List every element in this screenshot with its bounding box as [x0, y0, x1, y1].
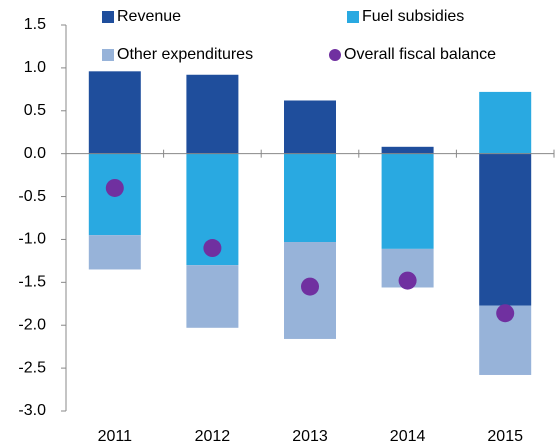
x-tick-label: 2015 [487, 428, 523, 445]
legend-symbol [102, 49, 114, 61]
legend-symbol [347, 11, 359, 23]
bar [284, 153, 336, 243]
bar [284, 100, 336, 154]
bar [88, 235, 141, 270]
legend-label: Revenue [117, 8, 181, 25]
bar [381, 146, 434, 154]
y-tick-label: 1.5 [24, 16, 46, 33]
dot [496, 304, 515, 323]
y-tick-label: -2.5 [18, 359, 46, 376]
bar [381, 153, 434, 249]
y-tick-label: -1.5 [18, 274, 46, 291]
y-tick-label: -3.0 [18, 402, 46, 419]
legend-label: Fuel subsidies [362, 8, 464, 25]
y-tick-label: -1.0 [18, 231, 46, 248]
bar [186, 74, 239, 154]
y-tick-label: -0.5 [18, 188, 46, 205]
y-tick-label: 1.0 [24, 59, 46, 76]
dot [398, 271, 417, 290]
legend-symbol [102, 11, 114, 23]
bar [479, 91, 532, 154]
dot [105, 178, 124, 197]
x-tick-label: 2013 [292, 428, 328, 445]
dot [301, 277, 319, 296]
bar [186, 265, 239, 328]
bar [479, 153, 532, 306]
dot [203, 239, 222, 258]
y-tick-label: 0.5 [24, 102, 46, 119]
legend-label: Overall fiscal balance [344, 46, 496, 63]
y-tick-label: 0.0 [24, 145, 46, 162]
legend-symbol [329, 49, 341, 61]
x-tick-label: 2014 [390, 428, 426, 445]
legend-label: Other expenditures [117, 46, 253, 63]
y-tick-label: -2.0 [18, 316, 46, 333]
x-tick-label: 2012 [195, 428, 231, 445]
bar [88, 71, 141, 154]
x-tick-label: 2011 [98, 428, 133, 445]
